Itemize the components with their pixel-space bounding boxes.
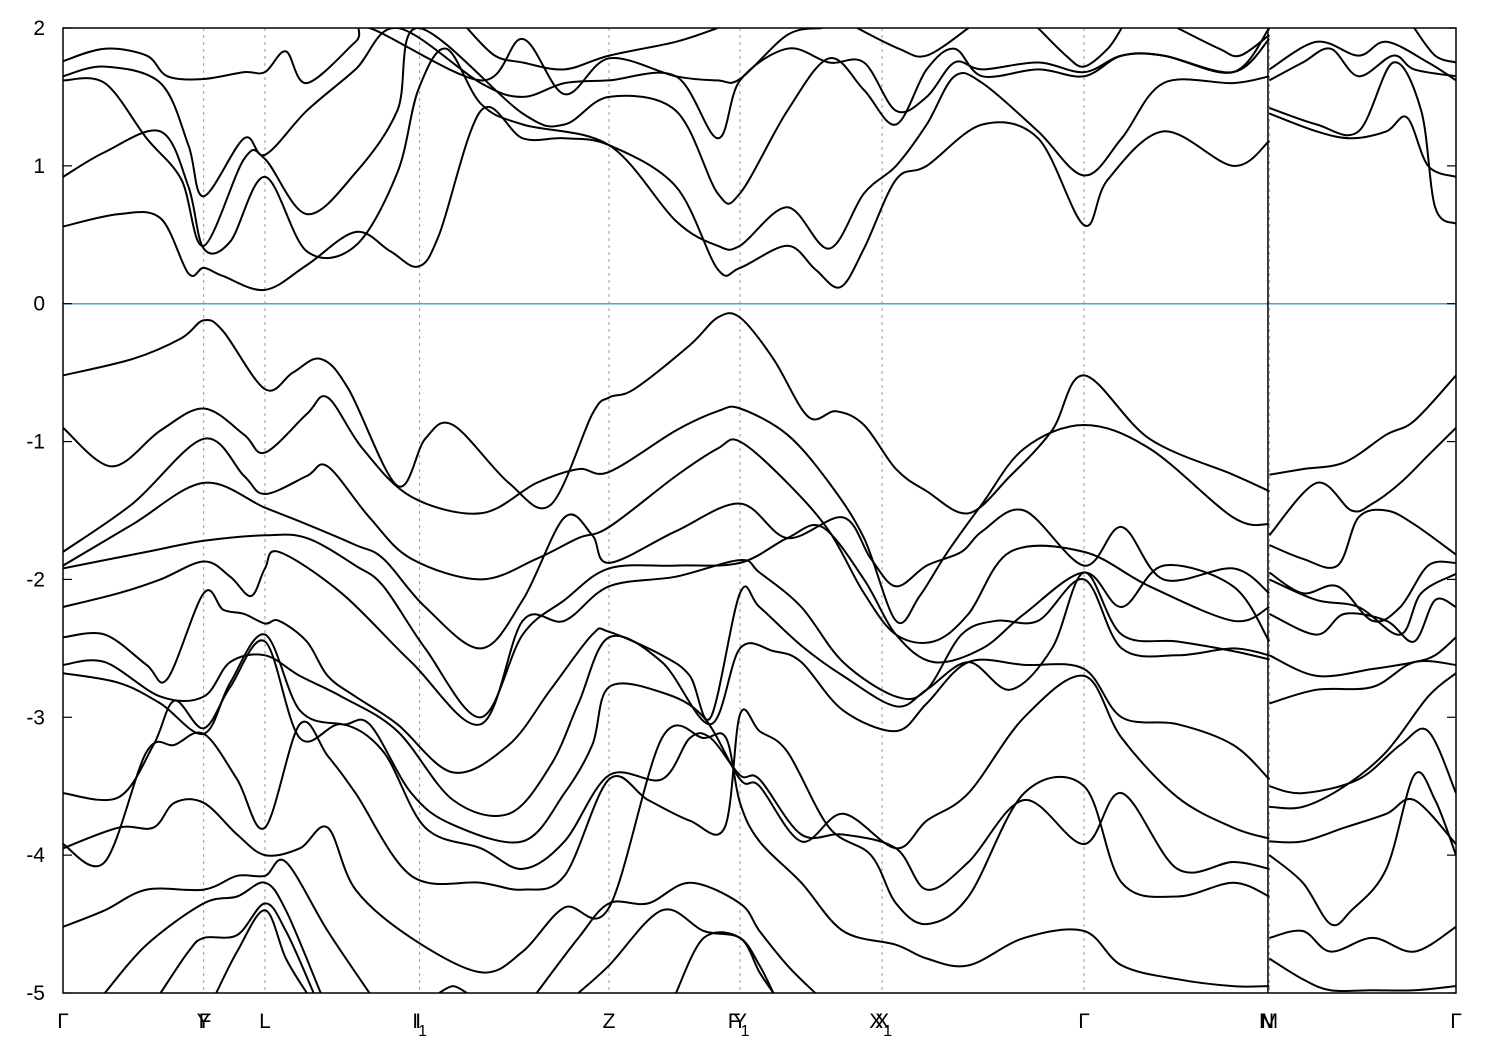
band-line (63, 28, 1271, 247)
band-line (1268, 61, 1456, 225)
band-line (1268, 636, 1456, 678)
band-line (63, 550, 1270, 726)
band-line (1268, 771, 1456, 927)
y-tick-label: -2 (26, 568, 45, 591)
band-line (1269, 672, 1456, 810)
band-line (1268, 560, 1456, 623)
kpoint-label: Γ (1078, 1010, 1090, 1033)
band-line (1269, 374, 1456, 476)
band-line (63, 106, 1270, 292)
band-line (438, 985, 468, 993)
band-line (159, 902, 315, 993)
kpoint-label: X (875, 1010, 889, 1033)
band-line (63, 571, 1270, 774)
band-line (63, 858, 371, 993)
band-line (1268, 957, 1456, 993)
band-line (1269, 797, 1456, 845)
band-line (1269, 659, 1456, 705)
band-line (63, 28, 823, 96)
band-line (1268, 47, 1456, 82)
y-tick-label: 0 (33, 293, 45, 316)
y-tick-label: 1 (33, 155, 45, 178)
kpoint-label: Γ (1450, 1010, 1462, 1033)
band-line (1268, 508, 1456, 569)
band-line (63, 634, 1271, 817)
kpoint-label: Y (197, 1010, 211, 1033)
band-line (63, 28, 1271, 198)
band-line (577, 908, 775, 993)
y-tick-label: -5 (26, 982, 45, 1005)
kpoint-label: Γ (57, 1010, 69, 1033)
band-line (1037, 28, 1123, 68)
band-line (1268, 112, 1456, 178)
band-line (1413, 28, 1456, 64)
band-line (63, 633, 1270, 850)
kpoint-label: Y (733, 1010, 747, 1033)
band-line (104, 881, 322, 993)
band-line (535, 881, 816, 993)
band-line (63, 312, 1270, 515)
band-line (63, 639, 1270, 891)
kpoint-label: Z (603, 1010, 616, 1033)
y-tick-label: -4 (26, 844, 45, 867)
y-tick-label: 2 (33, 17, 45, 40)
y-tick-label: -3 (26, 706, 45, 729)
band-line (675, 931, 775, 993)
band-line (1176, 28, 1270, 58)
kpoint-label: M (1261, 1010, 1279, 1033)
band-line (63, 724, 1270, 988)
band-line (63, 481, 1270, 650)
band-line (1269, 727, 1456, 795)
kpoint-label: L (259, 1010, 271, 1033)
plot-frame (62, 27, 1457, 994)
band-line (63, 47, 1270, 260)
y-axis-ticks: 2 1 0 -1 -2 -3 -4 -5 (26, 17, 1456, 1005)
band-line (1268, 573, 1456, 636)
band-line (215, 909, 308, 993)
band-line (1268, 597, 1456, 643)
kpoint-label: F (199, 1010, 212, 1033)
x-axis-kpoint-labels: Γ YF L II1 Z F1Y X1X Γ NM Γ (57, 1010, 1462, 1040)
band-line (63, 437, 1270, 644)
band-lines (63, 28, 1456, 993)
band-line (63, 708, 1270, 926)
y-tick-label: -1 (26, 431, 45, 454)
band-line (1268, 427, 1456, 536)
band-line (1268, 40, 1456, 82)
band-line (466, 28, 719, 71)
kpoint-label: N (1259, 1010, 1274, 1033)
band-line (856, 28, 970, 58)
kpoint-label: I (415, 1010, 421, 1033)
band-line (63, 395, 1270, 624)
band-line (1269, 925, 1456, 953)
